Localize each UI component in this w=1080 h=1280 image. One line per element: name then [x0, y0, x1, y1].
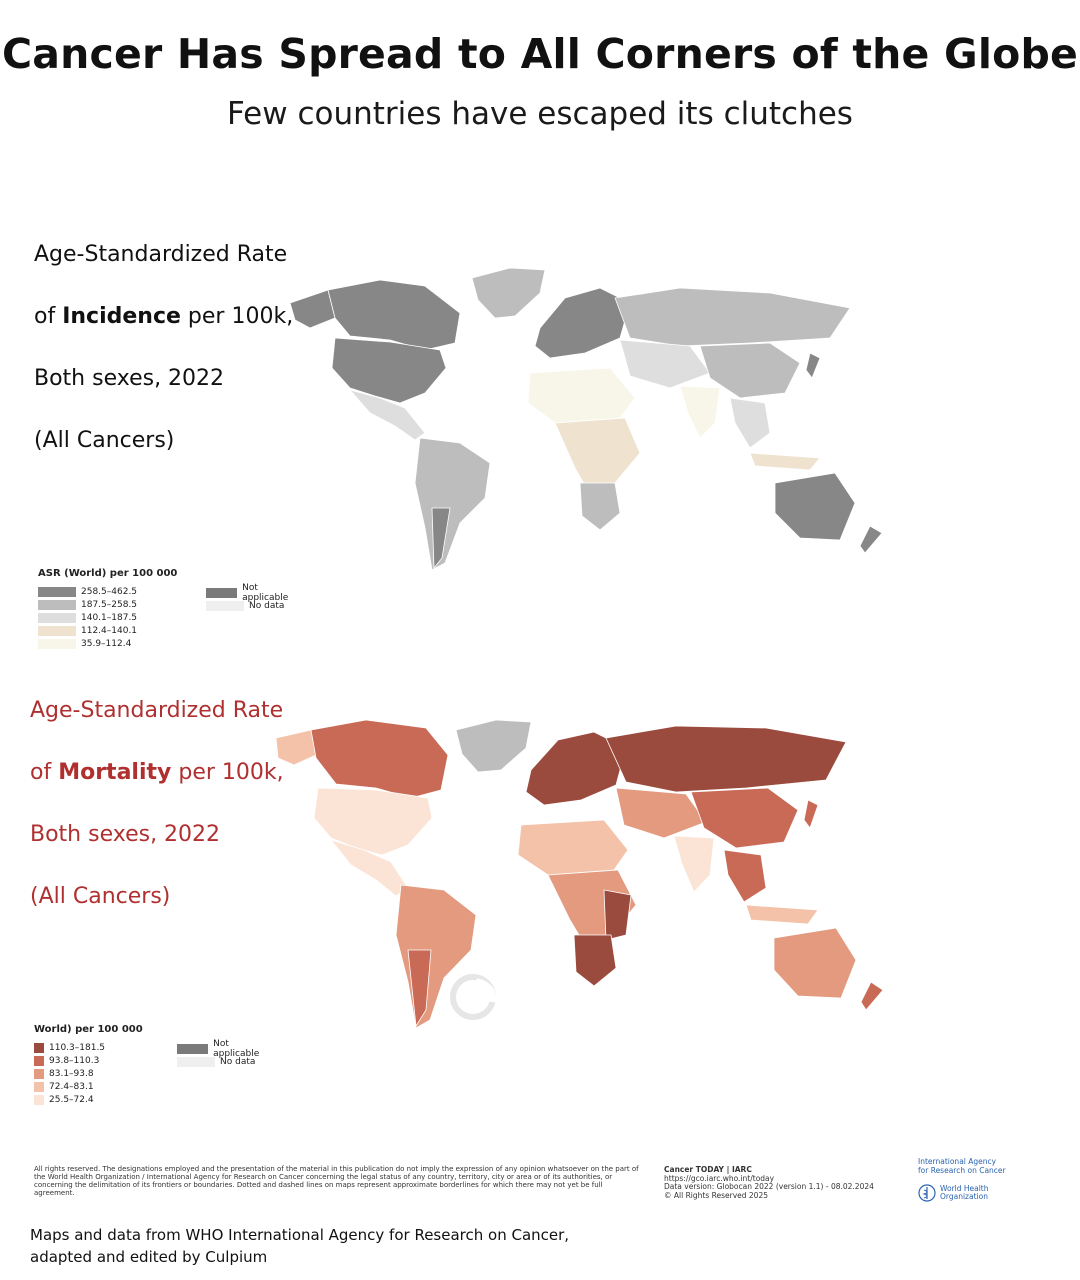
cancer-today-info: Cancer TODAY | IARC https://gco.iarc.who…	[664, 1165, 874, 1200]
mortality-legend: World) per 100 000 110.3–181.5 93.8–110.…	[34, 1024, 259, 1106]
legend-row: 187.5–258.5	[38, 598, 177, 611]
legend-row: 93.8–110.3	[34, 1054, 143, 1067]
legend-row: 112.4–140.1	[38, 624, 177, 637]
region-new-zealand	[859, 525, 883, 554]
legend-swatch	[34, 1094, 44, 1105]
page-subtitle: Few countries have escaped its clutches	[227, 96, 853, 132]
data-version: Data version: Globocan 2022 (version 1.1…	[664, 1182, 874, 1191]
region-southern-cone	[431, 507, 451, 570]
mortality-label-line1: Age-Standardized Rate	[30, 698, 284, 723]
region-europe	[534, 287, 631, 359]
mortality-label-line2: of Mortality per 100k,	[30, 760, 284, 785]
mortality-map-label: Age-Standardized Rate of Mortality per 1…	[30, 664, 284, 943]
page-title: Cancer Has Spread to All Corners of the …	[1, 30, 1079, 78]
region-africa-north	[527, 367, 636, 424]
incidence-legend-title: ASR (World) per 100 000	[38, 568, 178, 579]
cancer-today-url[interactable]: https://gco.iarc.who.int/today	[664, 1173, 775, 1183]
legend-row: 83.1–93.8	[34, 1067, 143, 1080]
legend-row: 35.9–112.4	[38, 637, 177, 650]
credit-line1: Maps and data from WHO International Age…	[30, 1226, 570, 1244]
credit-text: Maps and data from WHO International Age…	[30, 1224, 569, 1268]
region-greenland	[455, 719, 532, 773]
legend-row: 72.4–83.1	[34, 1080, 143, 1093]
region-usa	[331, 337, 447, 404]
legend-swatch	[34, 1055, 44, 1066]
mortality-label-line3: Both sexes, 2022	[30, 822, 221, 847]
region-china	[690, 787, 799, 849]
incidence-keyword: Incidence	[62, 304, 181, 329]
region-africa-east	[603, 889, 632, 941]
region-alaska	[275, 729, 317, 766]
region-greenland	[471, 267, 546, 319]
region-india	[673, 835, 715, 893]
legend-row: 25.5–72.4	[34, 1093, 143, 1106]
mortality-keyword: Mortality	[58, 760, 172, 785]
region-europe	[525, 731, 627, 806]
watermark-logo-icon	[450, 974, 497, 1020]
region-japan	[805, 352, 821, 379]
region-china	[699, 342, 801, 399]
legend-row: 140.1–187.5	[38, 611, 177, 624]
incidence-map-label: Age-Standardized Rate of Incidence per 1…	[34, 208, 293, 487]
region-russia	[614, 287, 851, 347]
region-africa-south	[573, 934, 617, 987]
region-japan	[803, 799, 819, 829]
legend-swatch	[38, 599, 76, 610]
legend-row: 110.3–181.5	[34, 1041, 143, 1054]
region-se-asia	[723, 849, 767, 903]
credit-line2: adapted and edited by Culpium	[30, 1248, 268, 1266]
region-alaska	[289, 289, 336, 329]
region-australia	[773, 927, 857, 999]
no-data-swatch	[206, 600, 244, 611]
who-emblem-icon	[918, 1184, 936, 1202]
cancer-today-title: Cancer TODAY | IARC	[664, 1165, 752, 1174]
rights-text: © All Rights Reserved 2025	[664, 1190, 768, 1200]
incidence-label-line2: of Incidence per 100k,	[34, 304, 294, 329]
region-africa-south	[579, 482, 621, 531]
who-logo: World Health Organization	[918, 1184, 989, 1202]
mortality-label-line4: (All Cancers)	[30, 884, 171, 909]
legend-row: 258.5–462.5	[38, 585, 177, 598]
region-mexico	[348, 389, 426, 441]
incidence-legend: ASR (World) per 100 000 258.5–462.5 187.…	[38, 568, 288, 650]
region-india	[679, 385, 721, 439]
region-russia	[605, 725, 847, 793]
region-central-asia	[619, 339, 711, 389]
region-indonesia	[745, 904, 819, 925]
region-indonesia	[749, 452, 821, 471]
region-usa	[313, 787, 433, 856]
no-data-swatch	[177, 1056, 215, 1067]
region-australia	[774, 472, 856, 541]
region-canada	[327, 279, 461, 351]
iarc-logo-text: International Agency for Research on Can…	[918, 1157, 1006, 1175]
legend-swatch	[38, 625, 76, 636]
mortality-legend-extra: Not applicable No data	[177, 1039, 266, 1068]
region-se-asia	[729, 397, 771, 449]
not-applicable-swatch	[177, 1043, 209, 1054]
not-applicable-swatch	[206, 587, 238, 598]
region-canada	[310, 719, 449, 799]
incidence-label-line4: (All Cancers)	[34, 428, 175, 453]
legend-swatch	[34, 1042, 44, 1053]
disclaimer-text: All rights reserved. The designations em…	[34, 1165, 639, 1197]
region-south-america	[414, 437, 491, 571]
incidence-legend-extra: Not applicable No data	[206, 583, 295, 612]
region-new-zealand	[860, 981, 884, 1011]
incidence-label-line1: Age-Standardized Rate	[34, 242, 288, 267]
region-southern-cone	[407, 949, 432, 1028]
legend-swatch	[38, 638, 76, 649]
incidence-label-line3: Both sexes, 2022	[34, 366, 225, 391]
mortality-legend-title: World) per 100 000	[34, 1024, 143, 1035]
legend-swatch	[38, 612, 76, 623]
legend-swatch	[34, 1068, 44, 1079]
legend-swatch	[38, 586, 76, 597]
legend-swatch	[34, 1081, 44, 1092]
region-africa-north	[517, 819, 629, 876]
mortality-world-map	[275, 719, 884, 1029]
incidence-world-map	[289, 267, 883, 571]
region-central-asia	[615, 787, 707, 839]
